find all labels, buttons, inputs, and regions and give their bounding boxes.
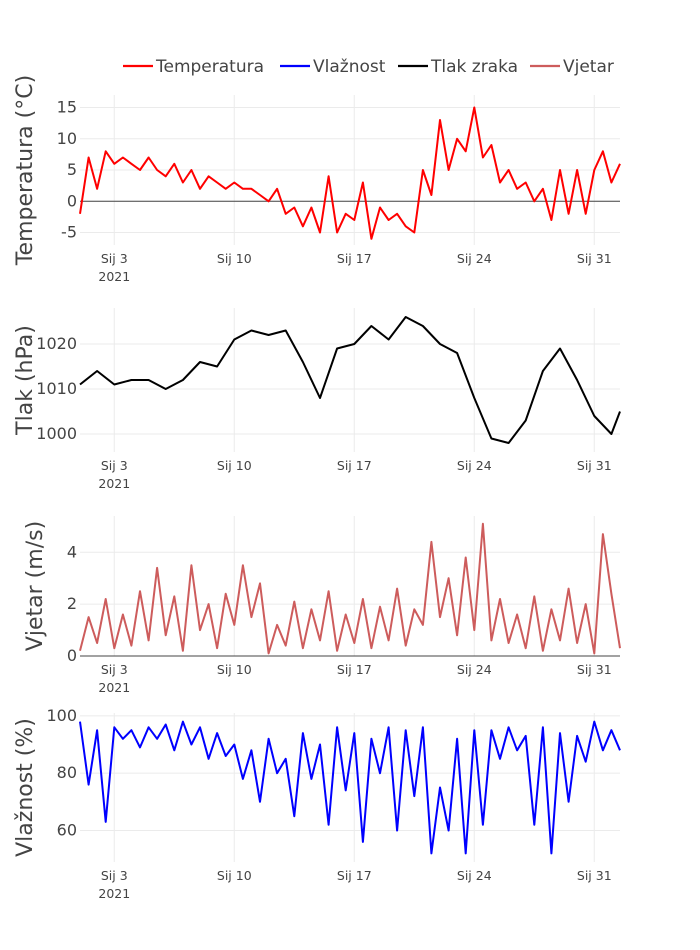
legend: Temperatura Vlažnost Tlak zraka Vjetar: [123, 57, 614, 77]
legend-item[interactable]: Temperatura: [123, 57, 264, 77]
x-tick-label: Sij 24: [457, 251, 492, 266]
subplot: 0 2 4 Sij 3 2021 Sij 10 Sij 17 Sij 24 Sij 31 Vjet…: [23, 516, 621, 695]
x-tick-year: 2021: [98, 886, 130, 901]
y-tick-label: 4: [67, 542, 77, 561]
series-line: [79, 720, 621, 855]
x-tick-label: Sij 3: [101, 662, 128, 677]
legend-label: Temperatura: [155, 57, 264, 77]
y-tick-label: 1020: [36, 334, 77, 353]
subplot: 1000 1010 1020 Sij 3 2021 Sij 10 Sij 17 Sij 24 S…: [13, 308, 621, 491]
series-line: [79, 522, 621, 655]
legend-item[interactable]: Vlažnost: [280, 57, 386, 77]
x-tick-label: Sij 31: [577, 868, 612, 883]
x-tick-label: Sij 3: [101, 868, 128, 883]
x-tick-label: Sij 10: [217, 458, 252, 473]
x-tick-label: Sij 17: [337, 662, 372, 677]
x-tick-label: Sij 17: [337, 458, 372, 473]
x-tick-year: 2021: [98, 476, 130, 491]
y-axis-label: Tlak (hPa): [13, 325, 38, 436]
x-tick-label: Sij 3: [101, 458, 128, 473]
y-tick-label: 15: [57, 98, 77, 117]
y-axis-label: Vjetar (m/s): [23, 521, 48, 651]
legend-label: Tlak zraka: [430, 57, 518, 77]
series-line: [79, 316, 621, 444]
legend-label: Vlažnost: [313, 57, 386, 77]
x-tick-label: Sij 24: [457, 868, 492, 883]
x-tick-label: Sij 31: [577, 458, 612, 473]
subplot: -5 0 5 10 15 Sij 3 2021 Sij 10 Sij 17 Sij 24 Sij 3…: [13, 75, 621, 284]
y-axis-label: Vlažnost (%): [13, 718, 38, 857]
y-tick-label: 0: [67, 646, 77, 665]
y-axis-label: Temperatura (°C): [13, 75, 38, 266]
x-tick-label: Sij 31: [577, 251, 612, 266]
y-tick-label: 60: [57, 820, 77, 839]
x-tick-label: Sij 31: [577, 662, 612, 677]
x-tick-year: 2021: [98, 680, 130, 695]
legend-item[interactable]: Tlak zraka: [398, 57, 518, 77]
x-tick-label: Sij 10: [217, 868, 252, 883]
x-tick-label: Sij 17: [337, 251, 372, 266]
series-line: [79, 106, 621, 240]
x-tick-label: Sij 24: [457, 458, 492, 473]
y-tick-label: 2: [67, 594, 77, 613]
y-tick-label: 0: [67, 191, 77, 210]
y-tick-label: -5: [61, 223, 77, 242]
x-tick-label: Sij 17: [337, 868, 372, 883]
y-tick-label: 1000: [36, 424, 77, 443]
x-tick-year: 2021: [98, 269, 130, 284]
legend-item[interactable]: Vjetar: [530, 57, 614, 77]
x-tick-label: Sij 3: [101, 251, 128, 266]
legend-label: Vjetar: [563, 57, 614, 77]
x-tick-label: Sij 24: [457, 662, 492, 677]
y-tick-label: 80: [57, 763, 77, 782]
y-tick-label: 10: [57, 129, 77, 148]
y-tick-label: 1010: [36, 379, 77, 398]
y-tick-label: 100: [46, 706, 77, 725]
x-tick-label: Sij 10: [217, 662, 252, 677]
x-tick-label: Sij 10: [217, 251, 252, 266]
y-tick-label: 5: [67, 160, 77, 179]
subplot: 60 80 100 Sij 3 2021 Sij 10 Sij 17 Sij 24 Sij 31…: [13, 706, 621, 901]
